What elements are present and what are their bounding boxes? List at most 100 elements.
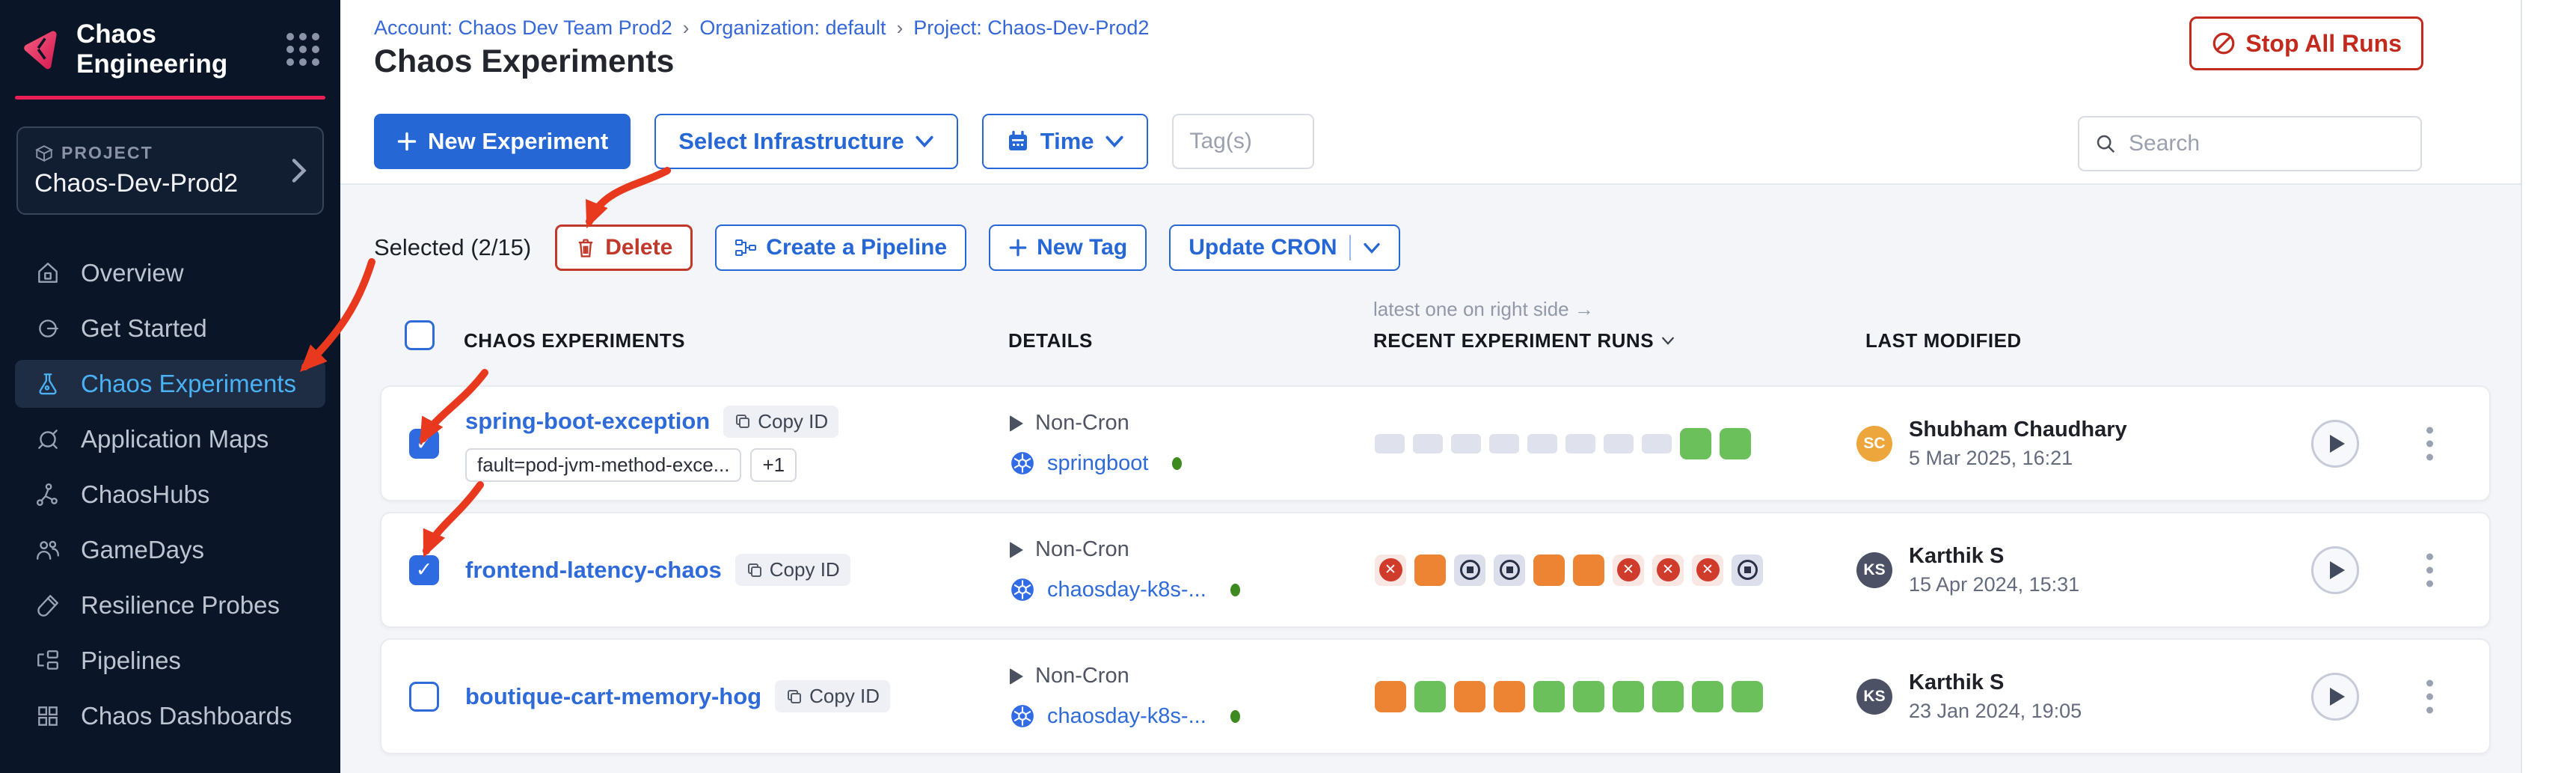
stopped-run-icon <box>1737 560 1758 580</box>
stop-all-runs-label: Stop All Runs <box>2245 29 2402 57</box>
delete-button[interactable]: Delete <box>555 224 693 271</box>
row-checkbox[interactable] <box>409 428 439 459</box>
run-status-orange[interactable] <box>1533 554 1565 586</box>
breadcrumb-org-link[interactable]: Organization: default <box>699 16 886 39</box>
infrastructure-link[interactable]: chaosday-k8s-... <box>1047 703 1206 728</box>
row-menu-button[interactable] <box>2422 675 2438 718</box>
run-status-empty[interactable] <box>1642 433 1672 453</box>
infrastructure-link[interactable]: chaosday-k8s-... <box>1047 577 1206 602</box>
search-input[interactable] <box>2127 130 2405 157</box>
run-status-green[interactable] <box>1573 680 1604 712</box>
run-status-stopped[interactable] <box>1494 554 1525 586</box>
row-checkbox[interactable] <box>409 554 439 585</box>
run-status-empty[interactable] <box>1604 433 1634 453</box>
run-status-orange[interactable] <box>1573 554 1604 586</box>
run-status-green[interactable] <box>1652 680 1684 712</box>
tags-filter-input[interactable] <box>1188 128 1298 155</box>
failed-run-icon: ✕ <box>1696 558 1720 581</box>
page-header: Account: Chaos Dev Team Prod2 › Organiza… <box>340 0 2521 185</box>
select-infrastructure-dropdown[interactable]: Select Infrastructure <box>654 114 958 169</box>
run-status-green[interactable] <box>1680 427 1711 459</box>
run-status-orange[interactable] <box>1494 680 1525 712</box>
sidebar-item-overview[interactable]: Overview <box>15 249 325 297</box>
time-dropdown[interactable]: Time <box>981 114 1148 169</box>
project-selector[interactable]: PROJECT Chaos-Dev-Prod2 <box>16 126 324 215</box>
row-menu-button[interactable] <box>2422 549 2438 591</box>
run-status-empty[interactable] <box>1565 433 1595 453</box>
sidebar-item-get-started[interactable]: Get Started <box>15 305 325 352</box>
run-experiment-button[interactable] <box>2311 419 2359 468</box>
run-status-failed[interactable]: ✕ <box>1375 554 1406 586</box>
stopped-run-icon <box>1499 560 1520 580</box>
run-status-green[interactable] <box>1720 427 1751 459</box>
run-status-empty[interactable] <box>1489 433 1519 453</box>
new-tag-button[interactable]: New Tag <box>989 224 1147 271</box>
copy-id-button[interactable]: Copy ID <box>735 554 850 586</box>
recent-runs: ✕ ✕ ✕ ✕ <box>1375 513 1763 626</box>
run-experiment-button[interactable] <box>2311 672 2359 721</box>
sidebar-item-gamedays[interactable]: GameDays <box>15 526 325 574</box>
sidebar-item-chaos-experiments[interactable]: Chaos Experiments <box>15 360 325 408</box>
run-status-empty[interactable] <box>1375 433 1405 453</box>
cron-expand-icon[interactable] <box>1010 667 1023 685</box>
tag-overflow-chip[interactable]: +1 <box>750 447 797 482</box>
sidebar-item-chaos-dashboards[interactable]: Chaos Dashboards <box>15 692 325 740</box>
infra-active-dot <box>1230 709 1240 723</box>
breadcrumb-account-link[interactable]: Account: Chaos Dev Team Prod2 <box>374 16 672 39</box>
chevron-down-icon[interactable] <box>1363 242 1381 254</box>
run-status-orange[interactable] <box>1414 554 1446 586</box>
experiment-name-link[interactable]: frontend-latency-chaos <box>465 556 722 583</box>
run-experiment-button[interactable] <box>2311 546 2359 594</box>
column-header-runs[interactable]: RECENT EXPERIMENT RUNS <box>1373 329 1675 352</box>
failed-run-icon: ✕ <box>1656 558 1680 581</box>
update-cron-button[interactable]: Update CRON <box>1169 224 1400 271</box>
run-status-failed[interactable]: ✕ <box>1613 554 1644 586</box>
run-status-failed[interactable]: ✕ <box>1652 554 1684 586</box>
column-header-runs-label: RECENT EXPERIMENT RUNS <box>1373 329 1655 352</box>
run-status-green[interactable] <box>1613 680 1644 712</box>
copy-id-button[interactable]: Copy ID <box>723 405 839 438</box>
experiment-name-link[interactable]: spring-boot-exception <box>465 408 711 434</box>
breadcrumb-project-link[interactable]: Project: Chaos-Dev-Prod2 <box>913 16 1150 39</box>
run-status-stopped[interactable] <box>1732 554 1763 586</box>
cron-expand-icon[interactable] <box>1010 415 1023 432</box>
sidebar-item-chaoshubs[interactable]: ChaosHubs <box>15 471 325 519</box>
run-status-empty[interactable] <box>1527 433 1557 453</box>
breadcrumb-separator: › <box>682 16 690 39</box>
run-status-green[interactable] <box>1732 680 1763 712</box>
sidebar-item-resilience-probes[interactable]: Resilience Probes <box>15 581 325 629</box>
new-experiment-button[interactable]: New Experiment <box>374 114 631 169</box>
run-status-green[interactable] <box>1692 680 1723 712</box>
experiment-name-link[interactable]: boutique-cart-memory-hog <box>465 682 762 709</box>
sidebar-item-label: ChaosHubs <box>81 480 210 508</box>
cron-expand-icon[interactable] <box>1010 541 1023 558</box>
new-experiment-label: New Experiment <box>428 128 609 154</box>
sidebar-item-label: Get Started <box>81 314 207 342</box>
harness-chaos-logo <box>18 28 61 71</box>
copy-id-button[interactable]: Copy ID <box>775 680 891 712</box>
selection-bar: Selected (2/15) Delete Create a Pipeline… <box>374 224 1400 271</box>
create-pipeline-button[interactable]: Create a Pipeline <box>715 224 967 271</box>
run-status-empty[interactable] <box>1451 433 1481 453</box>
select-all-checkbox[interactable] <box>405 320 435 350</box>
run-status-green[interactable] <box>1533 680 1565 712</box>
run-status-empty[interactable] <box>1413 433 1443 453</box>
row-menu-button[interactable] <box>2422 422 2438 465</box>
row-checkbox[interactable] <box>409 681 439 712</box>
molecule-icon <box>34 481 61 508</box>
sidebar-item-pipelines[interactable]: Pipelines <box>15 637 325 685</box>
cube-icon <box>34 144 54 163</box>
run-status-orange[interactable] <box>1375 680 1406 712</box>
stop-all-runs-button[interactable]: Stop All Runs <box>2189 16 2423 70</box>
button-divider <box>1349 235 1351 260</box>
experiment-row: boutique-cart-memory-hog Copy ID Non-Cro… <box>380 638 2491 754</box>
run-status-stopped[interactable] <box>1454 554 1485 586</box>
run-status-failed[interactable]: ✕ <box>1692 554 1723 586</box>
run-status-orange[interactable] <box>1454 680 1485 712</box>
module-grid-icon[interactable] <box>286 33 319 66</box>
sidebar-item-application-maps[interactable]: Application Maps <box>15 415 325 463</box>
column-header-experiments: CHAOS EXPERIMENTS <box>464 329 685 352</box>
scrollbar-gutter[interactable] <box>2521 0 2576 773</box>
run-status-green[interactable] <box>1414 680 1446 712</box>
infrastructure-link[interactable]: springboot <box>1047 450 1149 475</box>
